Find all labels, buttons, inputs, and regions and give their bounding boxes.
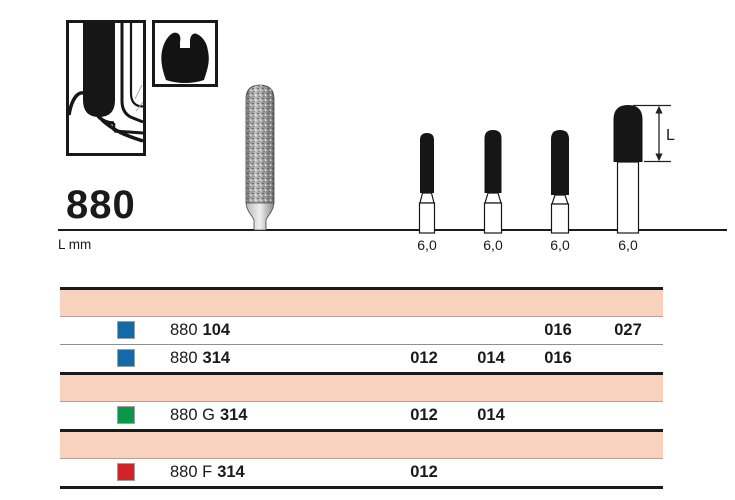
product-code: 880 314 [170,345,230,372]
iso-size-cell [533,402,583,429]
shank-length-label: 6,0 [417,237,437,253]
product-number: 880 [66,183,136,227]
bur-grit-texture [246,85,274,203]
length-row-label: L mm [58,237,92,252]
grit-swatch-red [117,463,135,481]
tooth-outline-2 [129,23,143,108]
bur-size-silhouettes [418,104,671,234]
shank-length-label: 6,0 [483,237,503,253]
code-prefix: 880 [170,321,198,339]
dimension-arrow-down [655,153,663,162]
iso-size-cell: 014 [477,349,505,367]
crown-cross-section-icon [161,32,209,83]
code-shank: 314 [217,463,245,481]
bur-neck [245,202,275,231]
shank-length-label: 6,0 [618,237,638,253]
grit-swatch-green [117,406,135,424]
iso-size-cell: 016 [544,321,572,339]
table-row-880-314: 880 314 012 014 016 [60,345,663,372]
table-row-880-104: 880 104 016 027 [60,317,663,344]
bur-silhouette-027 [613,105,643,234]
iso-size-cell: 012 [410,406,438,424]
code-shank: 314 [202,349,231,367]
iso-size-cell [603,402,653,429]
product-code: 880 104 [170,317,230,344]
diamond-bur-illustration [245,84,275,231]
table-row-880-g-314: 880 G 314 012 014 [60,402,663,429]
iso-size-cell [533,459,583,486]
gum-margin-line [100,118,143,143]
dimension-label: L [666,127,675,144]
crown-figure-box [152,20,218,87]
code-prefix: 880 G [170,406,215,424]
table-band-row [60,290,663,317]
table-separator-thick [60,372,663,375]
shank-length-label: 6,0 [550,237,570,253]
bur-rod-shape [83,23,115,117]
iso-size-cell: 012 [410,463,438,481]
bur-silhouette-016 [550,130,570,234]
enamel-hairline-2 [135,101,143,112]
grit-swatch-blue [117,349,135,367]
table-separator-thick [60,486,663,489]
baseline-rule [58,229,727,231]
iso-size-cell: 012 [410,349,438,367]
product-code: 880 G 314 [170,402,247,429]
table-separator-thin [60,344,663,345]
enamel-hairline-1 [134,84,143,100]
crown-silhouette [161,32,209,83]
iso-size-cell [466,459,516,486]
iso-size-cell: 027 [614,321,642,339]
table-band-row [60,375,663,402]
cavity-prep-figure-box [66,20,146,156]
table-separator-thick [60,287,663,290]
iso-size-cell: 014 [477,406,505,424]
iso-size-cell [466,317,516,344]
iso-size-cell [603,345,653,372]
code-prefix: 880 [170,349,198,367]
bur-in-cavity-prep-icon [69,23,143,143]
code-shank: 104 [202,321,231,339]
code-shank: 314 [219,406,248,424]
table-band-row [60,432,663,459]
iso-size-cell [603,459,653,486]
tooth-outline-1 [120,23,143,124]
table-row-880-f-314: 880 F 314 012 [60,459,663,486]
table-separator-thick [60,429,663,432]
iso-size-cell [399,317,449,344]
grit-swatch-blue [117,321,135,339]
iso-size-cell: 016 [544,349,572,367]
product-code: 880 F 314 [170,459,245,486]
code-prefix: 880 F [170,463,213,481]
dimension-arrow-up [655,105,663,114]
bur-silhouette-014 [483,130,503,234]
dimension-lines [633,104,671,163]
bur-silhouette-012 [418,133,436,234]
